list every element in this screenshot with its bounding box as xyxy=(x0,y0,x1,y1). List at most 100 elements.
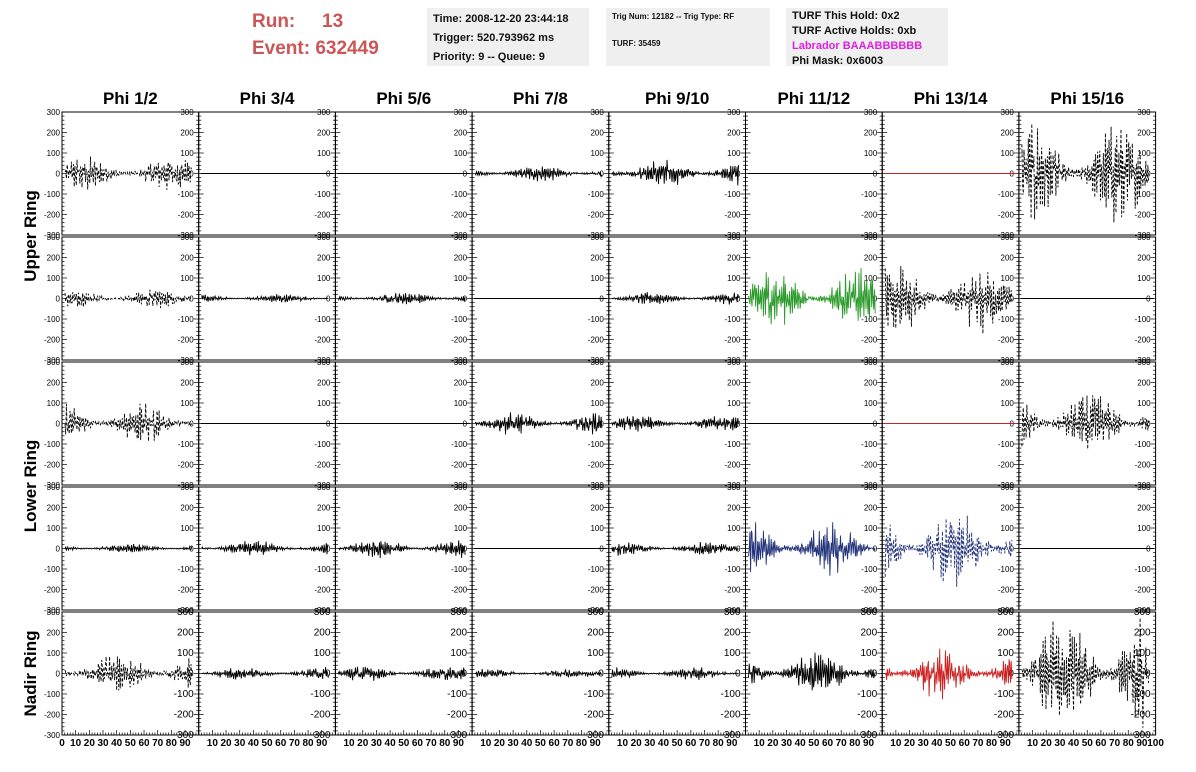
x-tick-label: 60 xyxy=(412,738,424,749)
priority-text: Priority: 9 -- Queue: 9 xyxy=(433,51,545,63)
y-tick-label: 200 xyxy=(1137,129,1151,138)
x-tick-label: 30 xyxy=(508,738,520,749)
y-tick-label: -300 xyxy=(451,481,468,490)
y-tick-label: 300 xyxy=(727,358,741,367)
turf-hold-text: TURF This Hold: 0x2 xyxy=(792,10,900,22)
y-tick-label: 200 xyxy=(314,628,331,639)
y-tick-label: -100 xyxy=(998,190,1015,199)
waveform-trace xyxy=(1021,123,1150,223)
y-tick-label: -200 xyxy=(724,586,741,595)
y-tick-label: 300 xyxy=(1001,358,1015,367)
y-tick-label: 100 xyxy=(47,524,61,533)
x-tick-label: 70 xyxy=(426,738,438,749)
y-tick-label: 100 xyxy=(1137,149,1151,158)
labrador-text: Labrador BAAABBBBBB xyxy=(792,40,923,52)
y-tick-label: -200 xyxy=(310,710,330,721)
y-tick-label: -300 xyxy=(44,481,61,490)
y-tick-label: -100 xyxy=(178,440,195,449)
y-tick-label: -300 xyxy=(174,730,194,741)
y-tick-label: -300 xyxy=(44,356,61,365)
y-tick-label: 100 xyxy=(864,399,878,408)
y-tick-label: 100 xyxy=(590,149,604,158)
y-tick-label: 300 xyxy=(590,483,604,492)
y-tick-label: 300 xyxy=(864,233,878,242)
y-tick-label: -300 xyxy=(998,231,1015,240)
x-tick-label: 40 xyxy=(385,738,397,749)
waveform-trace xyxy=(338,540,466,559)
y-tick-label: 300 xyxy=(1137,233,1151,242)
x-tick-label: 50 xyxy=(398,738,410,749)
y-tick-label: 200 xyxy=(727,254,741,263)
ring-label: Upper Ring xyxy=(21,190,40,282)
y-tick-label: -300 xyxy=(178,231,195,240)
waveform-trace xyxy=(474,166,603,182)
y-tick-label: 0 xyxy=(189,545,194,554)
x-tick-label: 80 xyxy=(986,738,998,749)
y-tick-label: 0 xyxy=(463,545,468,554)
y-tick-label: -300 xyxy=(178,356,195,365)
waveform-trace xyxy=(474,412,603,435)
y-tick-label: -200 xyxy=(314,461,331,470)
y-tick-label: 100 xyxy=(1001,399,1015,408)
x-tick-label: 80 xyxy=(713,738,725,749)
column-header: Phi 9/10 xyxy=(645,89,709,108)
x-tick-label: 20 xyxy=(494,738,506,749)
waveform-trace xyxy=(748,522,876,576)
x-tick-label: 90 xyxy=(590,738,602,749)
y-tick-label: -300 xyxy=(861,481,878,490)
x-tick-label: 50 xyxy=(945,738,957,749)
trig-num-text: Trig Num: 12182 -- Trig Type: RF xyxy=(612,12,735,21)
column-header: Phi 13/14 xyxy=(914,89,988,108)
x-tick-label: 30 xyxy=(781,738,793,749)
y-tick-label: -100 xyxy=(1135,190,1152,199)
y-tick-label: -300 xyxy=(998,606,1015,615)
x-tick-label: 0 xyxy=(59,738,65,749)
y-tick-label: 200 xyxy=(450,628,467,639)
y-tick-label: 300 xyxy=(590,233,604,242)
y-tick-label: -300 xyxy=(310,730,330,741)
x-tick-label: 60 xyxy=(138,738,150,749)
y-tick-label: -300 xyxy=(588,356,605,365)
y-tick-label: 100 xyxy=(590,399,604,408)
y-tick-label: 300 xyxy=(180,233,194,242)
y-tick-label: -100 xyxy=(451,565,468,574)
y-tick-label: -100 xyxy=(178,190,195,199)
y-tick-label: 100 xyxy=(727,524,741,533)
event-value: 632449 xyxy=(315,38,379,59)
x-tick-label: 90 xyxy=(1000,738,1012,749)
y-tick-label: -200 xyxy=(588,586,605,595)
x-tick-label: 30 xyxy=(644,738,656,749)
column-header: Phi 15/16 xyxy=(1050,89,1124,108)
x-tick-label: 70 xyxy=(836,738,848,749)
y-tick-label: -200 xyxy=(588,211,605,220)
y-tick-label: 100 xyxy=(864,524,878,533)
y-tick-label: -100 xyxy=(310,689,330,700)
y-tick-label: -100 xyxy=(588,565,605,574)
y-tick-label: 100 xyxy=(47,399,61,408)
y-tick-label: -200 xyxy=(724,211,741,220)
x-tick-label: 50 xyxy=(808,738,820,749)
x-tick-label: 30 xyxy=(234,738,246,749)
y-tick-label: 100 xyxy=(1001,524,1015,533)
y-tick-label: 100 xyxy=(590,524,604,533)
y-tick-label: -200 xyxy=(451,336,468,345)
y-tick-label: -200 xyxy=(998,336,1015,345)
y-tick-label: 200 xyxy=(590,504,604,513)
y-tick-label: -300 xyxy=(588,231,605,240)
y-tick-label: 200 xyxy=(454,504,468,513)
x-tick-label: 60 xyxy=(822,738,834,749)
y-tick-label: -200 xyxy=(1135,211,1152,220)
y-tick-label: -200 xyxy=(998,461,1015,470)
y-tick-label: -200 xyxy=(1131,710,1151,721)
y-tick-label: 300 xyxy=(724,607,741,618)
y-tick-label: 100 xyxy=(861,648,878,659)
y-tick-label: 0 xyxy=(599,170,604,179)
waveform-trace xyxy=(884,515,1013,587)
y-tick-label: -200 xyxy=(314,336,331,345)
waveform-trace xyxy=(884,266,1013,334)
y-tick-label: -200 xyxy=(174,710,194,721)
y-tick-label: 200 xyxy=(1137,254,1151,263)
y-tick-label: 200 xyxy=(1137,379,1151,388)
x-tick-label: 80 xyxy=(302,738,314,749)
y-tick-label: -300 xyxy=(451,231,468,240)
